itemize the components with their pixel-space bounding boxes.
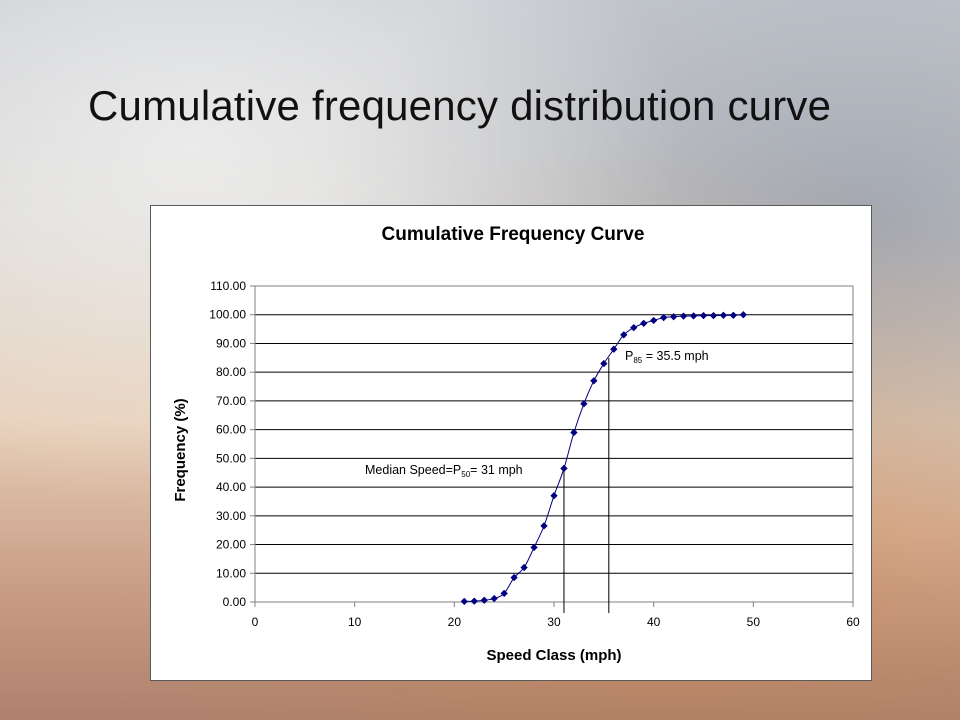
- data-point: [530, 543, 538, 552]
- data-point: [590, 377, 598, 385]
- data-point: [510, 573, 518, 582]
- data-point: [580, 400, 588, 408]
- gridlines: [250, 285, 854, 607]
- y-tick-label: 10.00: [216, 566, 246, 580]
- data-point: [669, 312, 678, 321]
- x-tick-label: 0: [252, 615, 259, 629]
- y-tick-label: 0.00: [223, 595, 247, 609]
- data-point: [610, 345, 618, 353]
- y-tick-label: 60.00: [216, 423, 246, 437]
- x-tick-label: 40: [647, 615, 661, 629]
- chart-title: Cumulative Frequency Curve: [382, 224, 645, 245]
- y-axis-title: Frequency (%): [172, 398, 189, 501]
- data-point: [570, 428, 578, 437]
- data-point: [470, 597, 479, 605]
- data-point: [560, 464, 568, 473]
- y-tick-label: 20.00: [216, 538, 246, 552]
- y-axis-tick-labels: 0.00 10.00 20.00 30.00 40.00 50.00 60.00 70.00 8…: [209, 279, 246, 609]
- plot-area-border: [254, 285, 854, 603]
- x-tick-label: 10: [348, 615, 362, 629]
- y-tick-label: 80.00: [216, 365, 246, 379]
- x-tick-label: 60: [846, 615, 860, 629]
- data-point: [729, 311, 738, 320]
- y-tick-label: 90.00: [216, 336, 246, 350]
- y-tick-label: 70.00: [216, 394, 246, 408]
- data-point: [689, 312, 698, 320]
- data-point: [679, 312, 688, 320]
- data-point: [480, 596, 488, 605]
- x-tick-label: 20: [448, 615, 462, 629]
- data-point: [550, 491, 558, 500]
- data-point: [620, 331, 628, 339]
- data-point: [699, 311, 708, 320]
- y-tick-label: 110.00: [210, 279, 246, 293]
- cumulative-frequency-chart: Cumulative Frequency Curve 0.00 10.00 20.0…: [172, 224, 860, 664]
- annotation-p85: P85 = 35.5 mph: [625, 349, 709, 365]
- data-point: [460, 597, 469, 606]
- slide-title: Cumulative frequency distribution curve: [88, 82, 832, 129]
- data-point: [490, 594, 498, 603]
- x-axis-title: Speed Class (mph): [486, 647, 621, 664]
- x-tick-label: 30: [547, 615, 561, 629]
- y-tick-label: 50.00: [216, 451, 246, 465]
- data-points: [460, 310, 748, 606]
- data-point: [649, 316, 658, 325]
- data-point: [739, 310, 748, 319]
- data-point: [600, 359, 608, 368]
- data-point: [520, 563, 528, 572]
- data-point: [540, 522, 548, 530]
- data-point: [709, 311, 718, 320]
- chart-frame: Cumulative Frequency Curve 0.00 10.00 20.0…: [150, 205, 872, 681]
- y-tick-label: 30.00: [216, 509, 246, 523]
- y-tick-label: 40.00: [216, 480, 246, 494]
- data-point: [629, 323, 638, 332]
- data-point: [719, 311, 728, 320]
- data-point: [639, 319, 648, 328]
- x-axis-tick-labels: 0 10 20 30 40 50 60: [252, 615, 860, 629]
- y-tick-label: 100.00: [209, 308, 246, 322]
- x-tick-label: 50: [747, 615, 761, 629]
- data-point: [659, 313, 668, 322]
- annotation-p50: Median Speed=P50= 31 mph: [365, 463, 523, 479]
- data-point: [500, 589, 508, 598]
- reference-lines: [563, 357, 610, 613]
